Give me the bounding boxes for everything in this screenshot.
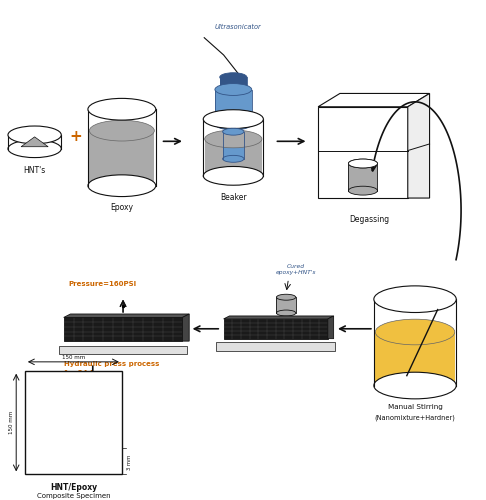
Ellipse shape — [205, 130, 262, 148]
Polygon shape — [224, 316, 333, 319]
Ellipse shape — [8, 126, 61, 144]
Ellipse shape — [89, 120, 155, 141]
Ellipse shape — [375, 319, 455, 345]
Text: Hydraulic press process: Hydraulic press process — [64, 361, 159, 367]
Text: Beaker: Beaker — [220, 193, 246, 202]
Text: 3 mm: 3 mm — [127, 454, 132, 469]
Text: Composite Specimen: Composite Specimen — [36, 493, 110, 499]
Polygon shape — [408, 94, 430, 198]
Text: Pressure=160PSI: Pressure=160PSI — [69, 281, 137, 287]
Bar — [318, 107, 408, 198]
Ellipse shape — [220, 85, 247, 94]
Polygon shape — [64, 314, 189, 318]
Polygon shape — [328, 316, 333, 338]
Ellipse shape — [374, 286, 456, 312]
Polygon shape — [348, 164, 378, 190]
Polygon shape — [374, 299, 456, 386]
Ellipse shape — [203, 110, 263, 128]
Bar — [59, 346, 187, 354]
Ellipse shape — [348, 186, 378, 195]
Ellipse shape — [223, 156, 244, 162]
Polygon shape — [375, 332, 455, 386]
Polygon shape — [205, 139, 262, 176]
Ellipse shape — [215, 118, 252, 130]
Text: +: + — [69, 129, 82, 144]
Text: Cured
epoxy+HNT's: Cured epoxy+HNT's — [276, 264, 316, 275]
Polygon shape — [277, 297, 296, 313]
Ellipse shape — [215, 84, 252, 96]
Ellipse shape — [88, 98, 156, 120]
Text: Degassing: Degassing — [349, 216, 390, 224]
Text: HNT/Epoxy: HNT/Epoxy — [50, 483, 97, 492]
Text: 150 mm: 150 mm — [9, 411, 14, 434]
Ellipse shape — [277, 294, 296, 300]
Ellipse shape — [223, 128, 244, 135]
Bar — [224, 319, 328, 338]
Ellipse shape — [220, 72, 247, 82]
Ellipse shape — [374, 372, 456, 399]
Polygon shape — [8, 135, 61, 148]
Text: HNT's: HNT's — [23, 166, 46, 175]
Bar — [25, 370, 122, 474]
Ellipse shape — [8, 140, 61, 158]
Text: (Nanomixture+Hardner): (Nanomixture+Hardner) — [375, 414, 455, 420]
Polygon shape — [88, 109, 156, 186]
Text: Ultrasonicator: Ultrasonicator — [215, 24, 261, 30]
Polygon shape — [220, 77, 247, 90]
Text: 150 mm: 150 mm — [62, 355, 85, 360]
Ellipse shape — [277, 310, 296, 316]
Bar — [64, 318, 182, 341]
Polygon shape — [215, 90, 252, 124]
Ellipse shape — [203, 166, 263, 185]
Ellipse shape — [88, 175, 156, 197]
Ellipse shape — [348, 159, 378, 168]
Ellipse shape — [348, 159, 378, 168]
Polygon shape — [89, 130, 155, 186]
Polygon shape — [318, 94, 430, 107]
Polygon shape — [21, 137, 48, 146]
Polygon shape — [182, 314, 189, 341]
Bar — [216, 342, 335, 351]
Polygon shape — [203, 119, 263, 176]
Text: Manual Stirring: Manual Stirring — [388, 404, 442, 410]
Text: for 24 hrs: for 24 hrs — [64, 370, 103, 376]
Polygon shape — [223, 132, 244, 159]
Text: Epoxy: Epoxy — [110, 203, 133, 212]
